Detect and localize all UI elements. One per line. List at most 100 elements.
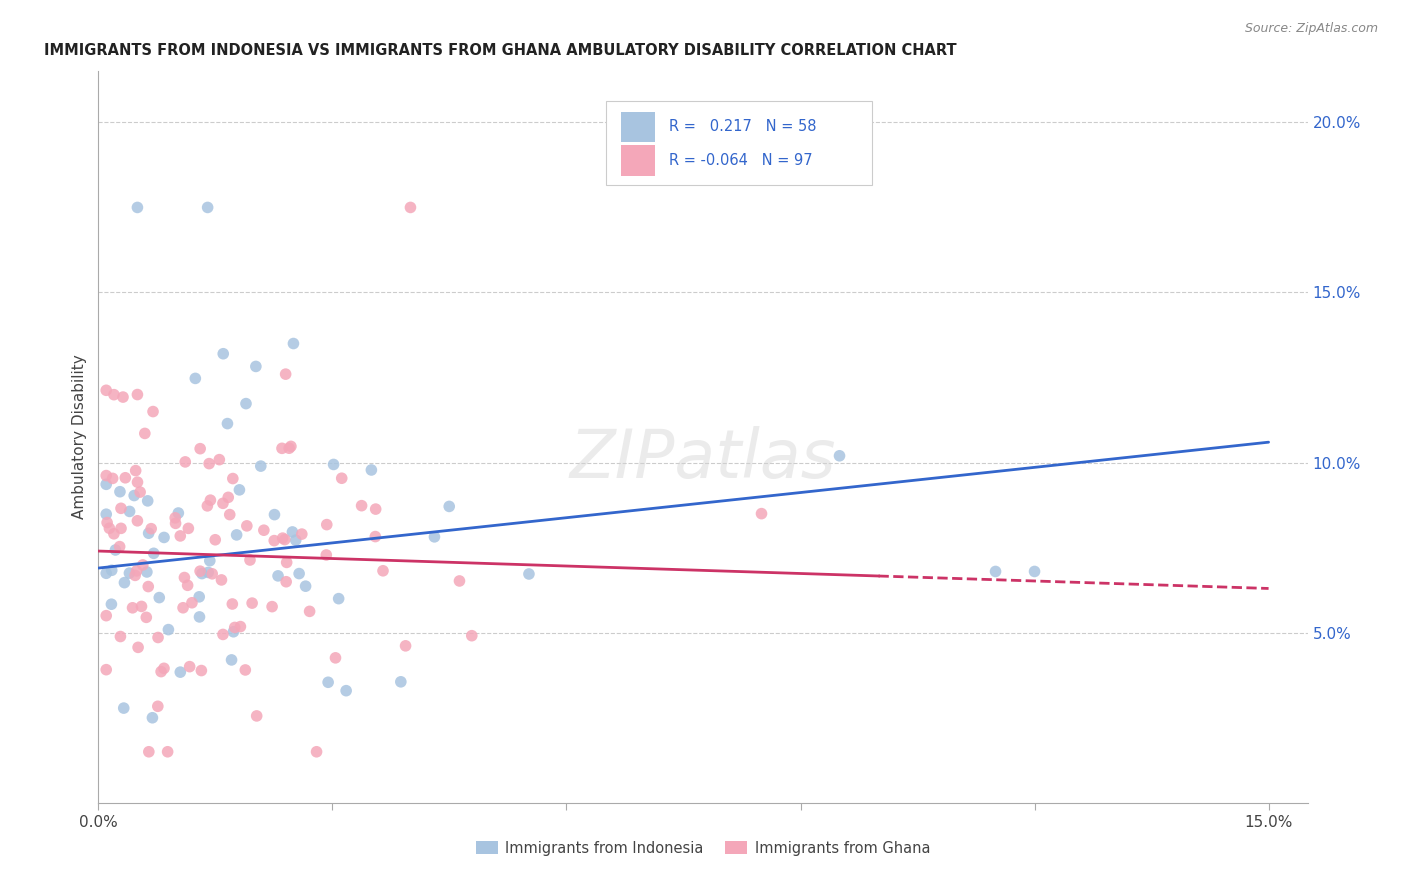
Point <box>127 387 149 401</box>
Point <box>142 404 165 418</box>
Point <box>96 507 118 521</box>
Point <box>276 574 298 589</box>
Point <box>360 463 382 477</box>
Point <box>190 664 212 678</box>
Point <box>114 575 136 590</box>
FancyBboxPatch shape <box>606 101 872 185</box>
Point <box>174 455 197 469</box>
Point <box>235 396 257 410</box>
Point <box>212 627 235 641</box>
Point <box>233 663 256 677</box>
Point <box>146 631 169 645</box>
Point <box>217 417 239 431</box>
Point <box>294 579 316 593</box>
Point <box>316 675 339 690</box>
Point <box>138 745 160 759</box>
Point <box>188 610 211 624</box>
Point <box>191 566 214 581</box>
Point <box>114 471 136 485</box>
Point <box>197 566 219 580</box>
Point <box>298 604 321 618</box>
Legend: Immigrants from Indonesia, Immigrants from Ghana: Immigrants from Indonesia, Immigrants fr… <box>470 835 936 862</box>
Point <box>173 570 195 584</box>
Point <box>201 566 224 581</box>
Point <box>138 526 160 541</box>
Point <box>208 452 231 467</box>
Point <box>167 506 190 520</box>
Point <box>263 508 285 522</box>
Text: R =   0.217   N = 58: R = 0.217 N = 58 <box>669 120 817 135</box>
Point <box>461 629 484 643</box>
Point <box>108 540 131 554</box>
Point <box>449 574 471 588</box>
Point <box>125 564 148 578</box>
Point <box>263 533 285 548</box>
Point <box>305 745 328 759</box>
Point <box>229 619 252 633</box>
Point <box>104 543 127 558</box>
Point <box>330 471 353 485</box>
Point <box>198 554 221 568</box>
Point <box>188 442 211 456</box>
Point <box>984 565 1007 579</box>
Point <box>136 580 159 594</box>
Point <box>200 493 222 508</box>
Point <box>100 597 122 611</box>
Point <box>228 483 250 497</box>
Point <box>221 653 243 667</box>
Point <box>439 500 461 514</box>
Point <box>198 457 221 471</box>
Point <box>96 608 118 623</box>
Point <box>184 371 207 385</box>
Point <box>176 578 198 592</box>
Point <box>828 449 851 463</box>
Point <box>204 533 226 547</box>
Point <box>399 201 422 215</box>
Point <box>96 477 118 491</box>
Point <box>100 563 122 577</box>
Point <box>240 596 263 610</box>
Point <box>146 699 169 714</box>
Point <box>118 566 141 581</box>
Point <box>181 596 204 610</box>
Point <box>291 527 314 541</box>
Point <box>222 624 245 639</box>
Point <box>96 516 118 530</box>
Point <box>322 458 344 472</box>
Point <box>127 640 149 655</box>
Point <box>96 663 118 677</box>
Point <box>315 548 337 562</box>
Point <box>221 597 243 611</box>
Point <box>212 496 235 510</box>
Point <box>110 630 132 644</box>
Point <box>284 533 307 548</box>
Point <box>135 565 157 579</box>
Point <box>281 524 304 539</box>
Point <box>124 464 146 478</box>
Point <box>121 600 143 615</box>
Point <box>211 573 233 587</box>
Point <box>153 531 176 545</box>
Text: R = -0.064   N = 97: R = -0.064 N = 97 <box>669 153 813 168</box>
Point <box>122 489 145 503</box>
Point <box>217 491 239 505</box>
Point <box>156 745 179 759</box>
Point <box>262 599 284 614</box>
Point <box>517 566 540 581</box>
Point <box>177 521 200 535</box>
Point <box>394 639 416 653</box>
Point <box>271 531 294 545</box>
Point <box>165 511 187 525</box>
Bar <box>621 145 655 176</box>
Point <box>246 709 269 723</box>
Point <box>283 336 305 351</box>
Point <box>364 530 387 544</box>
Point <box>1024 565 1046 579</box>
Point <box>127 475 149 490</box>
Point <box>371 564 394 578</box>
Point <box>141 522 163 536</box>
Point <box>267 569 290 583</box>
Point <box>274 533 297 547</box>
Point <box>278 441 301 455</box>
Point <box>131 599 153 614</box>
